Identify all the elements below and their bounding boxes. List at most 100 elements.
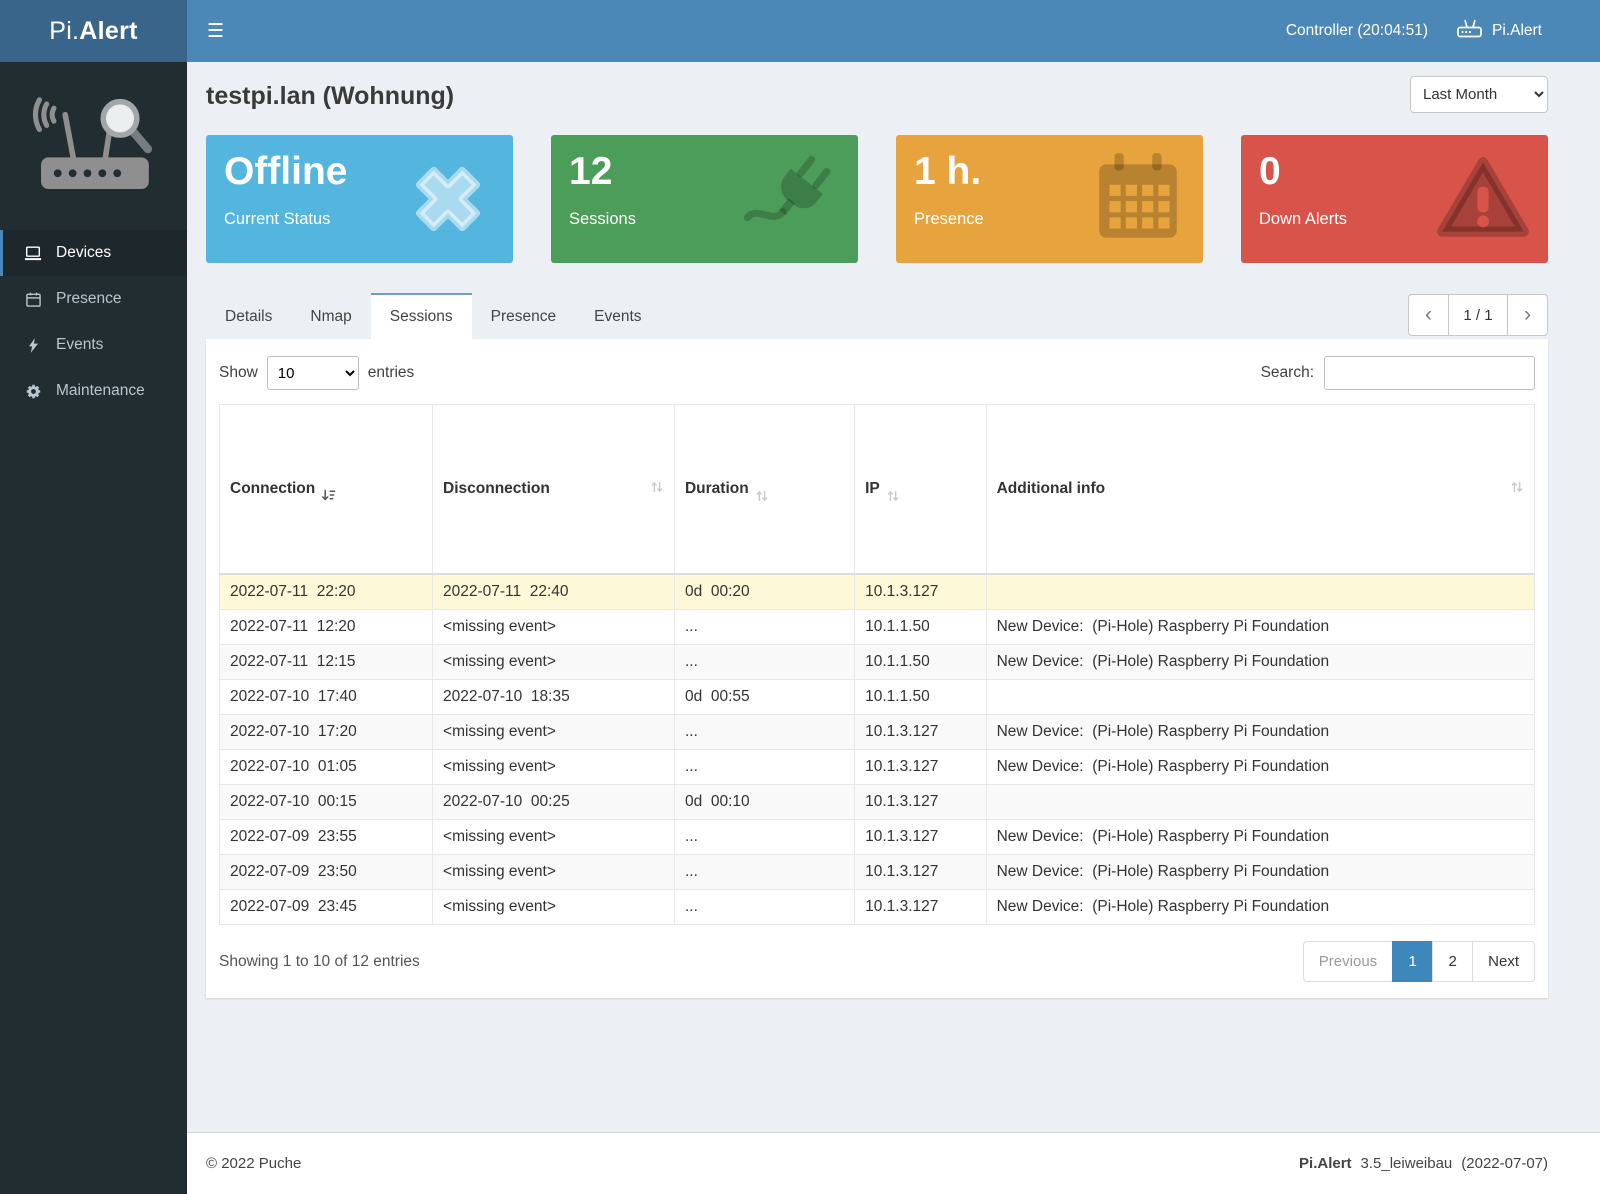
sidebar-item-maintenance[interactable]: Maintenance — [0, 368, 187, 414]
cell-disconnection: <missing event> — [432, 714, 675, 750]
presence-infobox: 1 h. Presence — [896, 135, 1203, 263]
cell-duration: ... — [673, 889, 856, 925]
status-label: Current Status — [224, 209, 331, 228]
sort-icon — [886, 453, 976, 526]
sidebar-item-devices[interactable]: Devices — [0, 230, 187, 276]
router-icon — [1456, 18, 1483, 44]
col-disconnection[interactable]: Disconnection — [432, 404, 675, 575]
warning-icon — [1432, 148, 1534, 250]
table-row[interactable]: 2022-07-10 17:40 2022-07-10 18:35 0d 00:55… — [218, 679, 1536, 715]
cell-info — [985, 679, 1536, 715]
col-label: Additional info — [996, 480, 1106, 497]
cell-duration: ... — [673, 609, 856, 645]
cell-info — [985, 784, 1536, 820]
sidebar-toggle-icon[interactable]: ☰ — [207, 20, 225, 42]
tab-events[interactable]: Events — [594, 308, 642, 325]
cell-disconnection: <missing event> — [432, 609, 675, 645]
cell-disconnection: 2022-07-10 18:35 — [432, 679, 675, 715]
tab-details[interactable]: Details — [225, 308, 273, 325]
sidebar-item-events[interactable]: Events — [0, 322, 187, 368]
presence-label: Presence — [914, 209, 984, 228]
col-label: Disconnection — [443, 480, 550, 497]
cell-ip: 10.1.1.50 — [854, 679, 987, 715]
prev-device-button[interactable]: ‹ — [1408, 294, 1449, 336]
tab-nmap[interactable]: Nmap — [310, 308, 352, 325]
cell-duration: ... — [673, 644, 856, 680]
sidebar: Devices Presence Events Maintenance — [0, 62, 187, 1194]
table-row[interactable]: 2022-07-10 01:05 <missing event>... 10.1.3… — [218, 749, 1536, 785]
col-duration[interactable]: Duration — [673, 404, 856, 575]
cell-connection: 2022-07-09 23:45 — [218, 889, 434, 925]
gear-icon — [23, 384, 43, 399]
app-logo[interactable]: Pi.Alert — [0, 0, 187, 62]
search-label: Search: — [1260, 364, 1314, 381]
cell-info: New Device: (Pi-Hole) Raspberry Pi Found… — [985, 714, 1536, 750]
chevron-right-icon: › — [1524, 303, 1531, 326]
next-page-button[interactable]: Next — [1472, 941, 1535, 982]
table-row[interactable]: 2022-07-10 17:20 <missing event>... 10.1.3… — [218, 714, 1536, 750]
sidebar-menu: Devices Presence Events Maintenance — [0, 230, 187, 414]
entries-label: entries — [367, 364, 415, 381]
cell-connection: 2022-07-10 01:05 — [218, 749, 434, 785]
cell-duration: 0d 00:10 — [673, 784, 856, 820]
cell-duration: ... — [673, 854, 856, 890]
sessions-panel: Show 10 entries Search: — [206, 339, 1548, 998]
sessions-table: Connection Disconnection — [218, 404, 1536, 925]
search-input[interactable] — [1324, 356, 1535, 390]
cell-info: New Device: (Pi-Hole) Raspberry Pi Found… — [985, 749, 1536, 785]
cell-disconnection: <missing event> — [432, 819, 675, 855]
tab-presence[interactable]: Presence — [490, 308, 557, 325]
tab-sessions[interactable]: Sessions — [370, 293, 472, 339]
cell-info: New Device: (Pi-Hole) Raspberry Pi Found… — [985, 609, 1536, 645]
cell-duration: ... — [673, 819, 856, 855]
page-length-select[interactable]: 10 — [266, 356, 359, 390]
table-row[interactable]: 2022-07-09 23:50 <missing event>... 10.1.3… — [218, 854, 1536, 890]
sidebar-item-label: Events — [56, 336, 104, 353]
calendar-icon — [1087, 148, 1189, 250]
cell-ip: 10.1.3.127 — [854, 749, 987, 785]
previous-page-button[interactable]: Previous — [1302, 941, 1394, 982]
tab-bar: Details Nmap Sessions Presence Events ‹ … — [206, 293, 1548, 339]
page-2-button[interactable]: 2 — [1432, 941, 1474, 982]
table-row[interactable]: 2022-07-09 23:55 <missing event>... 10.1.3… — [218, 819, 1536, 855]
cell-ip: 10.1.3.127 — [854, 784, 987, 820]
controller-link[interactable]: Controller (20:04:51) — [1285, 22, 1429, 39]
table-row[interactable]: 2022-07-11 12:15 <missing event>... 10.1.1… — [218, 644, 1536, 680]
app-logo-text: Pi.Alert — [49, 16, 138, 45]
col-label: Connection — [230, 480, 316, 497]
cell-disconnection: 2022-07-11 22:40 — [432, 573, 675, 610]
table-row[interactable]: 2022-07-10 00:15 2022-07-10 00:25 0d 00:10… — [218, 784, 1536, 820]
period-select[interactable]: Last Month — [1410, 76, 1548, 113]
col-additional-info[interactable]: Additional info — [985, 404, 1536, 575]
cell-ip: 10.1.3.127 — [854, 889, 987, 925]
entries-summary: Showing 1 to 10 of 12 entries — [219, 952, 420, 970]
main-content: testpi.lan (Wohnung) Last Month Offline … — [187, 62, 1600, 1132]
sidebar-item-presence[interactable]: Presence — [0, 276, 187, 322]
sidebar-item-label: Maintenance — [56, 382, 145, 399]
table-row[interactable]: 2022-07-11 12:20 <missing event>... 10.1.1… — [218, 609, 1536, 645]
device-pager-label: 1 / 1 — [1449, 294, 1507, 336]
table-row[interactable]: 2022-07-09 23:45 <missing event>... 10.1.3… — [218, 889, 1536, 925]
laptop-icon — [23, 245, 43, 261]
col-connection[interactable]: Connection — [218, 404, 434, 575]
cell-ip: 10.1.3.127 — [854, 573, 987, 610]
x-icon — [397, 148, 499, 250]
footer-version: 3.5_leiweibau — [1360, 1155, 1453, 1172]
search-control: Search: — [1261, 356, 1535, 390]
sidebar-item-label: Devices — [56, 244, 112, 261]
sort-icon — [755, 453, 844, 526]
sidebar-item-label: Presence — [56, 290, 122, 307]
sort-amount-desc-icon — [321, 452, 422, 526]
sessions-table-body: 2022-07-11 22:20 2022-07-11 22:40 0d 00:20… — [218, 573, 1536, 925]
navbar-right: Controller (20:04:51) Pi.Alert — [1286, 18, 1542, 44]
col-ip[interactable]: IP — [854, 404, 987, 575]
navbar-brand-link[interactable]: Pi.Alert — [1456, 18, 1542, 44]
cell-connection: 2022-07-10 17:40 — [218, 679, 434, 715]
page-1-button[interactable]: 1 — [1392, 941, 1434, 982]
show-label: Show — [219, 364, 258, 381]
cell-ip: 10.1.3.127 — [854, 854, 987, 890]
next-device-button[interactable]: › — [1507, 294, 1548, 336]
router-search-logo — [0, 62, 187, 230]
table-row[interactable]: 2022-07-11 22:20 2022-07-11 22:40 0d 00:20… — [218, 573, 1536, 610]
version-text: Pi.Alert 3.5_leiweibau (2022-07-07) — [1299, 1155, 1548, 1172]
